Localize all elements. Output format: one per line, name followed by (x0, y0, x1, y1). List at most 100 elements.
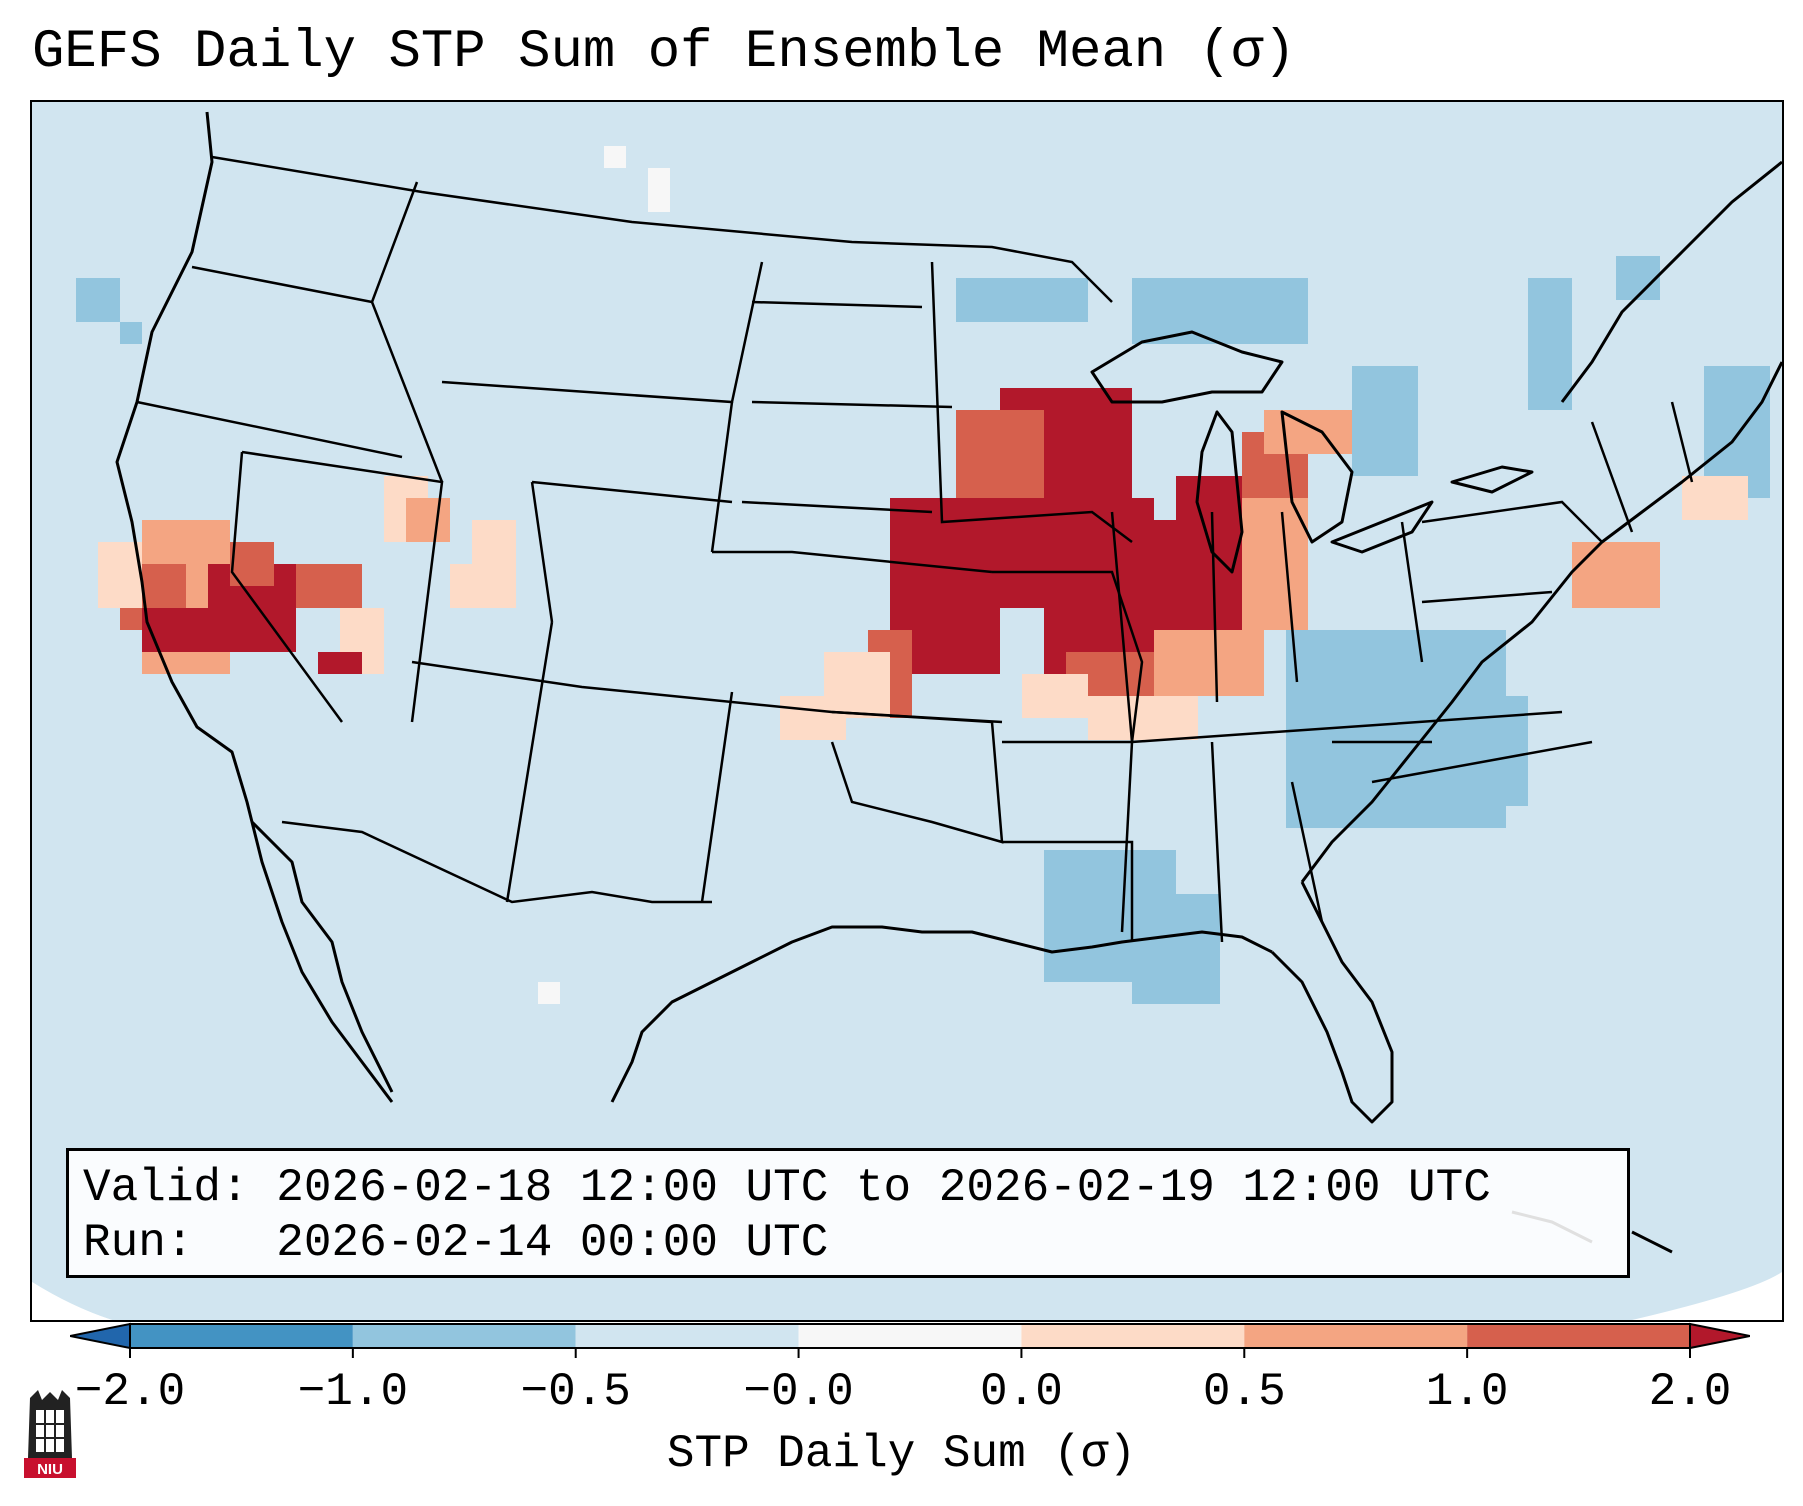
anomaly-cell (1242, 498, 1308, 630)
colorbar-tick-label: 2.0 (1648, 1366, 1732, 1418)
anomaly-cell (912, 608, 1000, 674)
niu-logo-text: NIU (37, 1461, 63, 1478)
ny-pa (1421, 500, 1603, 543)
niu-logo-banner (24, 1458, 76, 1478)
az-nm (505, 621, 734, 903)
or-ca (136, 400, 403, 459)
ca-nv (230, 451, 344, 723)
colorbar-tick-label: −0.0 (743, 1366, 854, 1418)
anomaly-cell (1022, 674, 1088, 718)
tn-ky (1131, 710, 1563, 744)
ar-la (1002, 840, 1134, 942)
colorbar-extend-over (1689, 1322, 1750, 1350)
validity-info-box: Valid: 2026-02-18 12:00 UTC to 2026-02-1… (66, 1148, 1630, 1278)
map-panel (30, 100, 1784, 1322)
colorbar-tick-label: 0.5 (1202, 1366, 1286, 1418)
anomaly-cell (296, 564, 362, 608)
colorbar-bin (575, 1324, 799, 1348)
florida (1270, 881, 1394, 1124)
lake-ontario (1450, 465, 1534, 494)
colorbar-tick-label: −0.5 (520, 1366, 631, 1418)
anomaly-cell (1176, 476, 1242, 564)
id (370, 181, 444, 483)
anomaly-cell (1616, 256, 1660, 300)
colorbar-bin (130, 1324, 353, 1348)
anomaly-cell (142, 608, 208, 652)
niu-logo-window-bars (36, 1410, 64, 1452)
canada-east (1560, 160, 1782, 403)
ms-al (1120, 741, 1224, 943)
colorbar-tick-label: 0.0 (980, 1366, 1063, 1418)
anomaly-cell (1396, 674, 1484, 718)
anomaly-cell (1682, 476, 1748, 520)
anomaly-cell (1352, 366, 1418, 476)
anomaly-cell (648, 168, 670, 212)
colorbar-bin (352, 1324, 576, 1348)
colorbar-tick-label: −1.0 (297, 1366, 409, 1418)
anomaly-cell (1154, 630, 1264, 696)
anomaly-cells (76, 146, 1770, 1004)
new-england (1590, 401, 1694, 533)
colorbar-frame (129, 1323, 1691, 1349)
canada-border (211, 155, 1113, 303)
lake-erie (1330, 500, 1434, 554)
colorbar-label: STP Daily Sum (σ) (666, 1428, 1137, 1480)
colorbar-bin (798, 1324, 1022, 1348)
east-coast (1300, 361, 1782, 883)
colorbar (70, 1322, 1750, 1358)
map-canvas (32, 102, 1782, 1320)
projection-outer-corner (32, 1282, 112, 1320)
co-ks (712, 550, 993, 574)
anomaly-cell (318, 652, 362, 674)
va-nc (1371, 740, 1593, 784)
mn-ia (930, 261, 1133, 543)
wa-or (191, 265, 373, 304)
west-coast (115, 111, 394, 1103)
anomaly-cell (1088, 696, 1198, 740)
anomaly-cell (1132, 278, 1308, 344)
lake-superior (1090, 330, 1284, 404)
niu-logo-window (36, 1410, 64, 1452)
anomaly-cell (1572, 542, 1660, 608)
colorbar-bin (1021, 1324, 1245, 1348)
anomaly-cell (1264, 410, 1352, 454)
run-label: Run: (83, 1217, 194, 1269)
valid-label: Valid: (83, 1162, 249, 1214)
wy-co (530, 401, 734, 623)
anomaly-cell (98, 542, 142, 608)
oh-pa (1400, 521, 1553, 663)
ga-sc (1290, 740, 1432, 923)
anomaly-cell (780, 696, 846, 740)
anomaly-cell (1132, 894, 1220, 1004)
anomaly-cell (406, 498, 450, 542)
colorbar-tick-label: 1.0 (1425, 1366, 1509, 1418)
anomaly-cell (956, 278, 1088, 322)
colorbar-extend-under (70, 1322, 131, 1350)
tx-ok (830, 710, 1004, 844)
anomaly-cell (1528, 278, 1572, 410)
coastlines (115, 111, 1782, 1254)
state-boundaries (136, 155, 1694, 943)
colorbar-tick-label: −2.0 (74, 1366, 186, 1418)
run-value: 2026-02-14 00:00 UTC (276, 1217, 829, 1269)
gulf-coast (610, 925, 1273, 1103)
mo (992, 570, 1144, 744)
colorbar-bin (1467, 1324, 1690, 1348)
anomaly-cell (76, 278, 120, 322)
anomaly-cell (472, 520, 516, 564)
baja-coast (250, 820, 394, 1093)
nd-sd (741, 300, 953, 514)
valid-row: Valid: 2026-02-18 12:00 UTC to 2026-02-1… (83, 1161, 1613, 1216)
il-in (1110, 511, 1299, 743)
mexico-border (281, 820, 712, 904)
map-title: GEFS Daily STP Sum of Ensemble Mean (σ) (32, 22, 1296, 83)
lake-huron (1280, 410, 1354, 544)
valid-value: 2026-02-18 12:00 UTC to 2026-02-19 12:00… (276, 1162, 1491, 1214)
anomaly-cell (450, 564, 516, 608)
niu-logo: NIU (24, 1390, 76, 1478)
lake-michigan (1195, 410, 1244, 574)
colorbar-bin (1244, 1324, 1468, 1348)
anomaly-cell (956, 410, 1044, 498)
anomaly-cell (604, 146, 626, 168)
anomaly-cell (538, 982, 560, 1004)
